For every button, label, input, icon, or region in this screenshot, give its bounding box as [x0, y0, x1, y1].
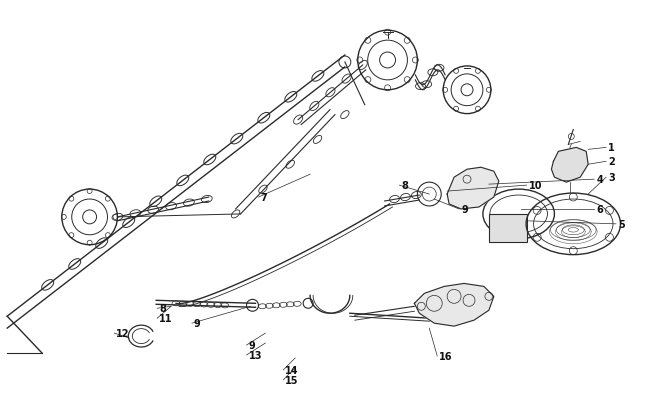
Text: 8: 8: [402, 181, 408, 191]
Text: 7: 7: [261, 192, 267, 202]
Text: 4: 4: [596, 175, 603, 185]
Polygon shape: [551, 148, 588, 183]
Text: 15: 15: [285, 375, 299, 385]
Text: 11: 11: [159, 313, 173, 324]
Text: 14: 14: [285, 365, 299, 375]
Text: 9: 9: [248, 340, 255, 350]
Text: 6: 6: [596, 205, 603, 214]
Text: 5: 5: [618, 220, 625, 229]
Text: 2: 2: [608, 157, 615, 167]
Text: 12: 12: [116, 328, 130, 338]
Text: 9: 9: [461, 205, 468, 214]
Text: 9: 9: [194, 318, 201, 328]
Bar: [489, 214, 526, 242]
Text: 16: 16: [439, 351, 452, 361]
Text: 10: 10: [528, 181, 542, 191]
Text: 13: 13: [248, 350, 262, 360]
Text: 3: 3: [608, 173, 615, 183]
Polygon shape: [447, 168, 499, 209]
Polygon shape: [415, 284, 494, 326]
Text: 1: 1: [608, 143, 615, 153]
Text: 8: 8: [159, 303, 166, 313]
